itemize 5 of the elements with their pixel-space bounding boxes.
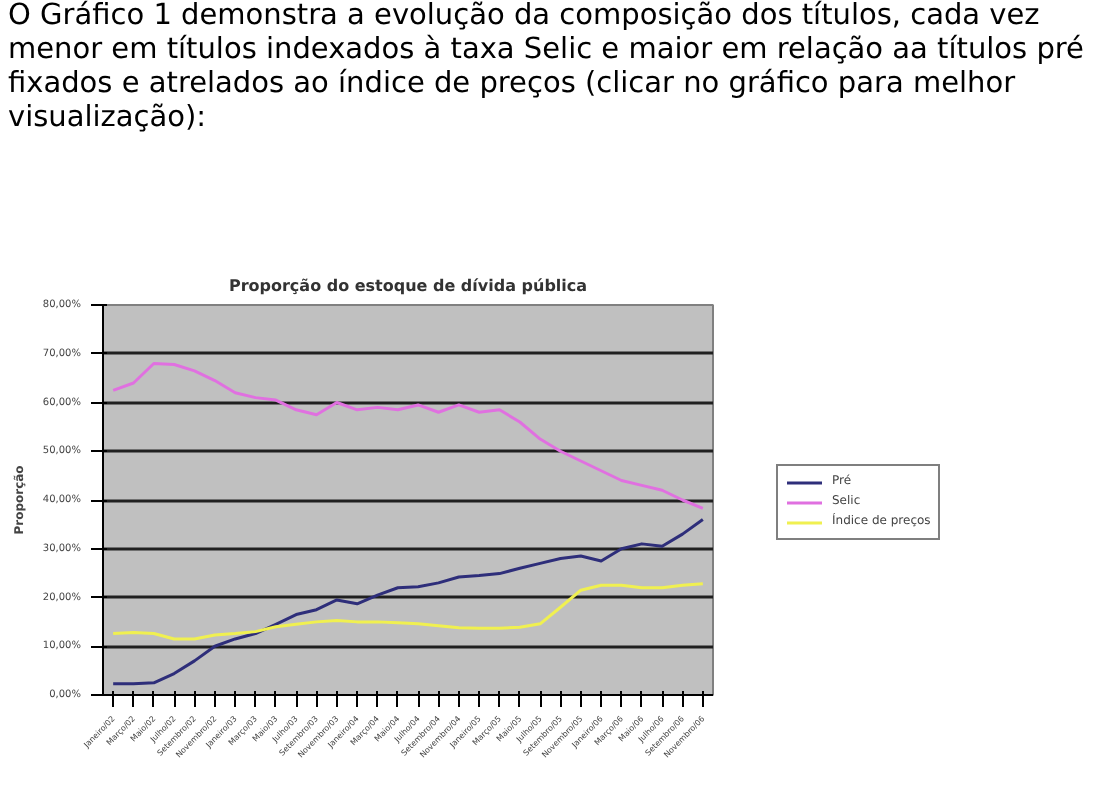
line-series <box>111 582 705 641</box>
line-series <box>111 362 705 510</box>
line-series <box>111 518 705 686</box>
text: O Gráfico 1 demonstra a evolução da composição dos títulos, cada vez menor em títulos indexados à taxa Selic e maior em relação aa títulos pré fixados e atrelados ao índice de preços (clicar no gráfico para melhor visualização): <box>8 0 1086 136</box>
chart-title: Proporção do estoque de dívida pública <box>228 277 588 295</box>
